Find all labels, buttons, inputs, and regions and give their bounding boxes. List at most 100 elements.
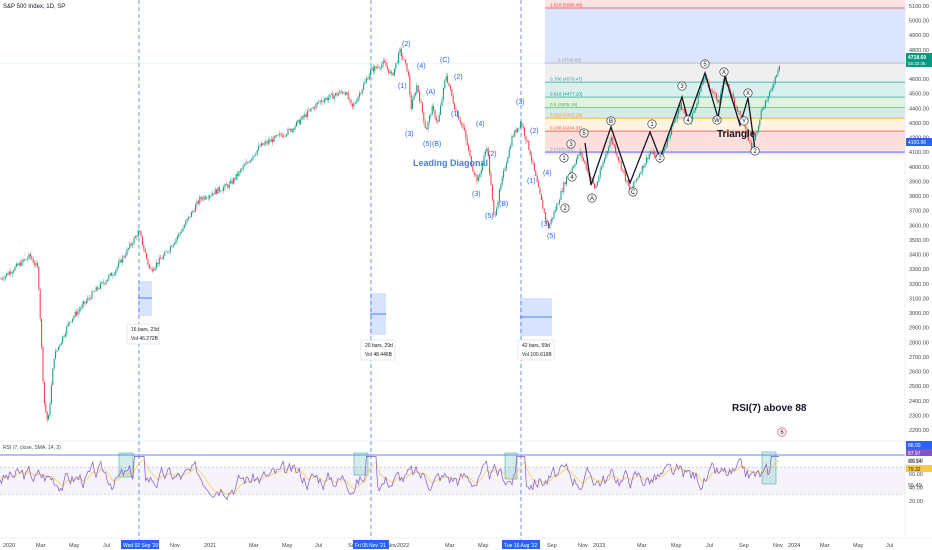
wave-label-4c: (4) bbox=[543, 170, 552, 177]
wave-circle-label: X bbox=[746, 91, 750, 97]
fib-label: 0.786 (4579.47) bbox=[550, 77, 583, 82]
candle-body bbox=[162, 255, 164, 259]
candle-body bbox=[126, 249, 128, 256]
candle-body bbox=[591, 178, 593, 180]
candle-body bbox=[312, 107, 314, 109]
candle-body bbox=[778, 65, 780, 71]
candle-body bbox=[24, 259, 26, 261]
candle-body bbox=[526, 140, 528, 142]
candle-body bbox=[400, 48, 402, 57]
circled-wave-labels: 3 1 5 2 4 B A C 1 2 3 4 5 X W X Y 2 6 bbox=[559, 59, 787, 437]
candle-body bbox=[265, 141, 267, 144]
candle-body bbox=[339, 91, 341, 94]
candle-body bbox=[270, 139, 272, 142]
fib-band bbox=[545, 97, 905, 108]
candle-body bbox=[581, 151, 583, 158]
wave-circle bbox=[683, 115, 693, 125]
candle-body bbox=[185, 221, 187, 226]
candle-body bbox=[199, 196, 201, 204]
time-axis: 2020MarMayJulSepNov2021MarMayJulSepNov20… bbox=[0, 537, 932, 549]
elliott-wave-lines bbox=[584, 70, 756, 186]
candle-body bbox=[634, 181, 636, 182]
candle-body bbox=[38, 266, 40, 290]
candle-body bbox=[18, 262, 20, 266]
wave-label-Bb: (B) bbox=[499, 201, 508, 208]
candle-body bbox=[143, 244, 145, 250]
fib-label: 0.236 (4244.31) bbox=[550, 126, 583, 131]
price-tick: 4000.00 bbox=[909, 165, 929, 171]
candle-body bbox=[45, 403, 47, 412]
candle-body bbox=[629, 185, 631, 190]
candle-body bbox=[325, 97, 327, 100]
time-tick: May bbox=[69, 543, 80, 549]
candle-body bbox=[255, 154, 257, 156]
candle-body bbox=[454, 103, 456, 110]
candle-body bbox=[774, 76, 776, 84]
wave-circle-label: A bbox=[590, 196, 594, 202]
wave-label-1c: (1) bbox=[527, 178, 536, 185]
candle-body bbox=[776, 74, 778, 77]
candle-body bbox=[118, 262, 120, 268]
candle-body bbox=[248, 162, 250, 164]
price-tick: 3900.00 bbox=[909, 179, 929, 185]
time-tick: Sep bbox=[348, 543, 358, 549]
candle-body bbox=[259, 146, 261, 147]
candle-body bbox=[329, 94, 331, 98]
candle-body bbox=[680, 102, 682, 110]
candle-body bbox=[619, 160, 621, 162]
candle-body bbox=[745, 125, 747, 130]
candle-body bbox=[335, 93, 337, 96]
candle-body bbox=[190, 212, 192, 218]
candle-body bbox=[350, 99, 352, 104]
candle-body bbox=[197, 201, 199, 204]
candle-body bbox=[140, 231, 142, 237]
candle-body bbox=[580, 151, 582, 155]
x-highlight-2 bbox=[353, 540, 389, 549]
rsi-sma-line bbox=[0, 459, 780, 496]
x-highlight-3 bbox=[502, 540, 540, 549]
candle-body bbox=[755, 133, 757, 140]
rsi-tick: 60.00 bbox=[909, 472, 923, 478]
candle-body bbox=[386, 66, 388, 69]
wave-label-B: (B) bbox=[432, 141, 441, 148]
price-tick: 3600.00 bbox=[909, 223, 929, 229]
candle-body bbox=[469, 150, 471, 157]
candle-body bbox=[14, 266, 16, 271]
candle-body bbox=[423, 112, 425, 122]
candle-body bbox=[62, 336, 64, 343]
candle-body bbox=[496, 208, 498, 216]
candle-body bbox=[192, 211, 194, 213]
fib-label: 0 (4100.00) bbox=[550, 147, 574, 152]
candle-body bbox=[377, 67, 379, 68]
candle-body bbox=[554, 210, 556, 212]
candle-body bbox=[533, 162, 535, 171]
fib-band bbox=[545, 7, 905, 64]
time-tick: May bbox=[478, 543, 489, 549]
candle-body bbox=[519, 122, 521, 128]
candle-body bbox=[1, 278, 3, 280]
candle-body bbox=[693, 110, 695, 113]
candle-body bbox=[315, 103, 317, 109]
candle-body bbox=[683, 110, 685, 113]
wave-circle-label: 4 bbox=[686, 118, 690, 124]
level-badge bbox=[906, 138, 932, 146]
candle-body bbox=[238, 171, 240, 176]
candle-body bbox=[253, 155, 255, 157]
candle-body bbox=[626, 180, 628, 181]
candle-body bbox=[515, 130, 517, 133]
candle-body bbox=[678, 109, 680, 114]
candle-body bbox=[336, 93, 338, 96]
wave-circle-label: 2 bbox=[658, 156, 662, 162]
candle-body bbox=[153, 269, 155, 272]
candle-body bbox=[214, 189, 216, 195]
candle-body bbox=[645, 157, 647, 164]
candle-body bbox=[57, 346, 59, 351]
price-tick: 2500.00 bbox=[909, 384, 929, 390]
candle-body bbox=[714, 92, 716, 94]
candle-body bbox=[130, 243, 132, 245]
candle-body bbox=[505, 163, 507, 169]
candle-body bbox=[129, 243, 131, 249]
candle-body bbox=[643, 165, 645, 168]
candle-body bbox=[120, 259, 122, 263]
candle-body bbox=[566, 177, 568, 184]
